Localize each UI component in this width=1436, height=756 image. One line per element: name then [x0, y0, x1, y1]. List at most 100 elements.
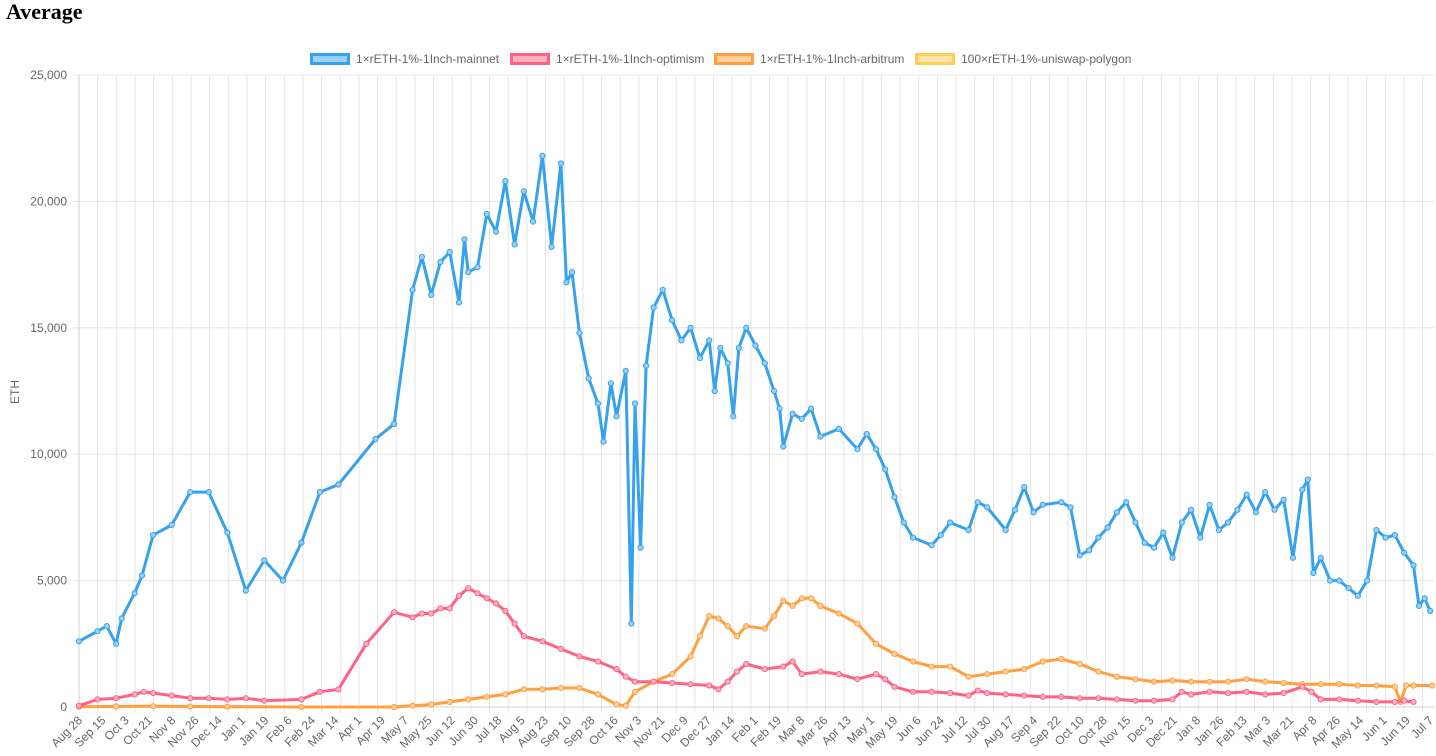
- data-point-mainnet: [465, 269, 472, 276]
- data-point-mainnet: [428, 291, 435, 298]
- legend-item-arbitrum[interactable]: 1×rETH-1%-1Inch-arbitrum: [714, 50, 904, 68]
- data-point-mainnet: [1354, 592, 1362, 599]
- data-point-arbitrum: [1021, 666, 1028, 673]
- data-point-mainnet: [900, 519, 907, 526]
- data-point-arbitrum: [696, 633, 704, 640]
- data-point-arbitrum: [113, 703, 120, 710]
- data-point-mainnet: [1095, 534, 1102, 541]
- data-point-arbitrum: [502, 691, 509, 698]
- data-point-mainnet: [1021, 484, 1028, 491]
- legend-swatch-polygon: [915, 53, 955, 65]
- data-point-arbitrum: [576, 684, 583, 692]
- data-point-mainnet: [628, 620, 635, 627]
- data-point-mainnet: [659, 286, 666, 293]
- data-point-optimism: [1243, 688, 1250, 695]
- data-point-optimism: [798, 671, 805, 678]
- legend: 1×rETH-1%-1Inch-mainnet 1×rETH-1%-1Inch-…: [0, 50, 1436, 68]
- data-point-mainnet: [1252, 509, 1260, 516]
- data-point-arbitrum: [733, 633, 741, 640]
- data-point-arbitrum: [1262, 678, 1269, 685]
- legend-swatch-arbitrum: [714, 53, 754, 65]
- data-point-optimism: [446, 605, 453, 612]
- data-point-arbitrum: [1113, 673, 1121, 680]
- data-point-optimism: [391, 609, 398, 616]
- data-point-optimism: [1188, 691, 1195, 698]
- data-point-mainnet: [150, 532, 157, 539]
- data-point-arbitrum: [761, 625, 768, 632]
- data-point-mainnet: [730, 413, 737, 420]
- data-point-mainnet: [1123, 499, 1130, 506]
- data-point-mainnet: [1086, 547, 1093, 554]
- data-point-optimism: [1095, 695, 1102, 702]
- data-point-mainnet: [113, 640, 120, 647]
- data-point-mainnet: [1160, 529, 1167, 536]
- data-point-arbitrum: [965, 673, 972, 680]
- data-point-arbitrum: [1076, 660, 1083, 668]
- data-point-arbitrum: [1206, 678, 1213, 685]
- data-point-mainnet: [669, 317, 676, 324]
- data-point-mainnet: [261, 557, 268, 564]
- data-point-mainnet: [594, 400, 602, 407]
- data-point-optimism: [437, 605, 444, 612]
- y-axis-ticks: 0 5,000 10,000 15,000 20,000 25,000: [30, 68, 67, 714]
- legend-item-optimism[interactable]: 1×rETH-1%-1Inch-optimism: [510, 50, 704, 68]
- data-point-mainnet: [576, 329, 583, 336]
- data-point-mainnet: [1188, 506, 1195, 513]
- data-point-optimism: [669, 679, 676, 687]
- data-point-mainnet: [600, 438, 607, 445]
- data-point-arbitrum: [298, 703, 305, 711]
- legend-item-polygon[interactable]: 100×rETH-1%-uniswap-polygon: [915, 50, 1131, 68]
- data-point-mainnet: [780, 443, 787, 450]
- data-point-mainnet: [974, 499, 982, 506]
- data-point-arbitrum: [1336, 681, 1343, 688]
- data-point-arbitrum: [909, 658, 917, 665]
- data-point-optimism: [335, 686, 342, 693]
- data-point-optimism: [75, 702, 83, 709]
- data-point-mainnet: [863, 430, 870, 438]
- data-point-arbitrum: [928, 663, 935, 670]
- data-point-arbitrum: [1354, 682, 1362, 689]
- data-point-optimism: [965, 692, 972, 699]
- data-point-mainnet: [511, 241, 518, 248]
- data-point-optimism: [984, 690, 991, 697]
- data-point-mainnet: [706, 337, 713, 344]
- y-tick-label: 10,000: [30, 447, 67, 461]
- data-point-mainnet: [1310, 569, 1317, 577]
- data-point-mainnet: [743, 324, 750, 331]
- y-axis-title: ETH: [8, 380, 22, 404]
- data-point-optimism: [928, 688, 935, 695]
- data-point-optimism: [1373, 698, 1380, 706]
- data-point-mainnet: [1169, 554, 1176, 561]
- data-point-mainnet: [752, 342, 759, 349]
- data-point-mainnet: [1197, 534, 1204, 541]
- data-point-arbitrum: [780, 597, 787, 604]
- data-point-mainnet: [446, 248, 453, 256]
- legend-label-polygon: 100×rETH-1%-uniswap-polygon: [961, 52, 1132, 66]
- data-point-arbitrum: [1169, 677, 1176, 684]
- data-point-arbitrum: [743, 623, 750, 630]
- data-point-optimism: [974, 687, 982, 694]
- data-point-arbitrum: [789, 602, 796, 610]
- data-point-mainnet: [1391, 532, 1399, 539]
- data-point-arbitrum: [1317, 681, 1324, 688]
- legend-item-mainnet[interactable]: 1×rETH-1%-1Inch-mainnet: [310, 50, 499, 68]
- data-point-optimism: [1002, 691, 1009, 698]
- data-point-mainnet: [637, 544, 644, 551]
- y-tick-label: 5,000: [37, 574, 67, 588]
- data-point-arbitrum: [1002, 668, 1009, 675]
- data-point-arbitrum: [631, 688, 639, 695]
- data-point-mainnet: [483, 210, 490, 218]
- data-point-optimism: [298, 696, 305, 703]
- data-point-mainnet: [835, 425, 843, 432]
- data-point-arbitrum: [1095, 668, 1102, 675]
- series-line-optimism: [78, 586, 1414, 708]
- data-point-arbitrum: [446, 698, 453, 706]
- data-point-arbitrum: [1280, 679, 1287, 687]
- data-point-arbitrum: [150, 703, 157, 710]
- data-point-arbitrum: [724, 623, 731, 630]
- data-point-mainnet: [1141, 539, 1148, 546]
- data-point-arbitrum: [1039, 658, 1046, 665]
- data-point-mainnet: [1234, 506, 1241, 513]
- data-point-arbitrum: [187, 703, 194, 710]
